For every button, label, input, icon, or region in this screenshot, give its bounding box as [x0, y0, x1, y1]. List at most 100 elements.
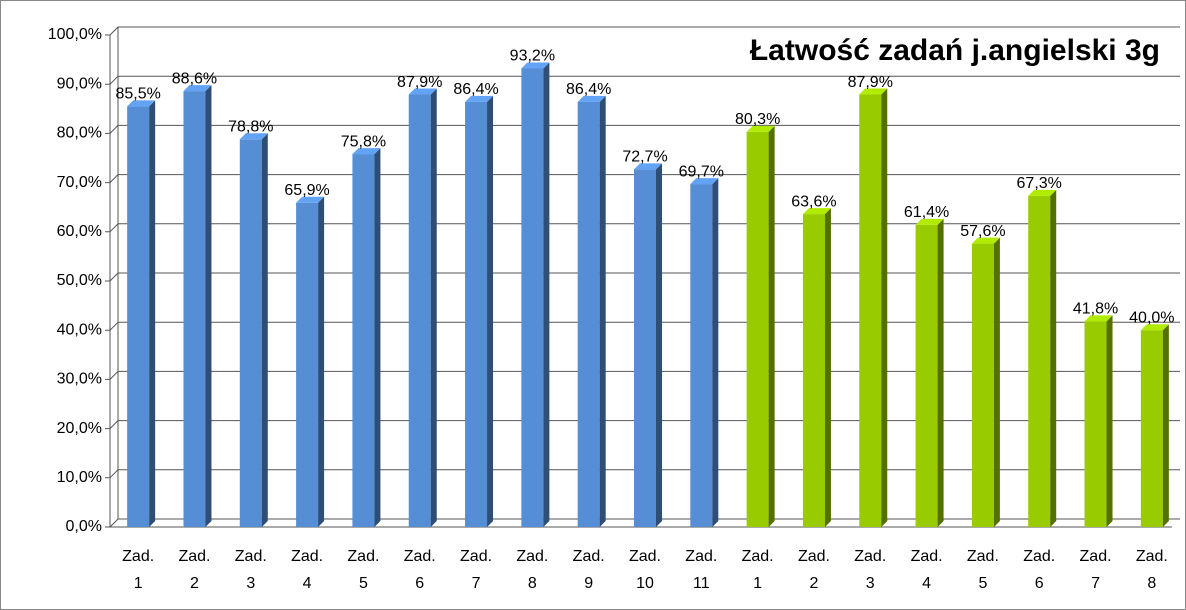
bar-top [465, 95, 494, 102]
x-tick-label: Zad. 2 [798, 548, 830, 592]
bar-side [261, 133, 268, 527]
value-label: 63,6% [791, 193, 836, 210]
bar [296, 196, 325, 527]
bar [915, 218, 944, 528]
value-label: 85,5% [115, 86, 160, 103]
bar-front [746, 131, 769, 527]
y-tick-label: 50,0% [57, 272, 102, 289]
bar [634, 163, 662, 528]
y-tick-label: 70,0% [57, 174, 102, 191]
bar-top [183, 85, 212, 92]
bar-front [859, 94, 882, 528]
bar-side [599, 95, 606, 528]
bar-top [971, 237, 1000, 244]
bar-top [577, 95, 606, 102]
bar-front [465, 101, 488, 528]
bar [690, 178, 719, 528]
value-label: 86,4% [566, 81, 611, 98]
y-tick-label: 10,0% [57, 469, 102, 486]
bar-front [352, 154, 375, 527]
chart-title: Łatwość zadań j.angielski 3g [750, 34, 1160, 67]
x-tick-label: Zad. 3 [235, 548, 267, 592]
bar-front [1028, 195, 1051, 527]
bar-front [915, 224, 938, 528]
bar [127, 100, 156, 527]
bar [239, 133, 268, 527]
bar [577, 95, 606, 528]
bar-side [824, 208, 831, 527]
bar-top [1028, 189, 1057, 196]
y-tick-label: 90,0% [57, 75, 102, 92]
bar-top [1084, 315, 1113, 322]
bar-side [1106, 315, 1113, 527]
bar-front [802, 214, 825, 527]
x-tick-label: Zad. 6 [1023, 548, 1055, 592]
bar-front [408, 94, 431, 528]
bar-side [712, 178, 719, 528]
x-tick-label: Zad. 6 [404, 548, 436, 592]
value-label: 75,8% [341, 133, 386, 150]
bar-side [487, 95, 494, 528]
bar-side [318, 196, 325, 527]
x-tick-label: Zad. 4 [911, 548, 943, 592]
bar-front [127, 106, 150, 527]
value-label: 67,3% [1017, 175, 1062, 192]
y-tick-label: 20,0% [57, 420, 102, 437]
bar-top [915, 218, 944, 225]
x-tick-label: Zad. 9 [573, 548, 605, 592]
bar-side [768, 125, 775, 527]
y-tick-label: 0,0% [66, 518, 102, 535]
x-tick-label: Zad. 8 [1136, 548, 1168, 592]
grid-line [105, 26, 1180, 36]
bar [1028, 189, 1057, 527]
x-tick-label: Zad. 7 [460, 548, 492, 592]
bar-top [634, 163, 662, 170]
value-label: 41,8% [1073, 301, 1118, 318]
x-tick-label: Zad. 1 [742, 548, 774, 592]
bar [1140, 324, 1169, 527]
bar-front [971, 243, 994, 527]
y-tick-label: 30,0% [57, 371, 102, 388]
bar-top [859, 88, 888, 95]
bar-top [127, 100, 156, 107]
value-label: 88,6% [172, 70, 217, 87]
bar-side [1162, 324, 1169, 527]
value-label: 86,4% [453, 81, 498, 98]
value-label: 87,9% [397, 74, 442, 91]
x-tick-label: Zad. 5 [347, 548, 379, 592]
bar [465, 95, 494, 528]
bar-top [296, 196, 325, 203]
bar-side [430, 88, 437, 528]
bar-top [802, 208, 831, 215]
bar-top [1140, 324, 1169, 331]
x-tick-label: Zad. 10 [629, 548, 661, 592]
bar-front [239, 139, 262, 527]
bar-front [577, 101, 600, 528]
grid-line [105, 75, 1180, 85]
bar [352, 148, 381, 527]
bar-side [374, 148, 381, 527]
x-tick-label: Zad. 8 [516, 548, 548, 592]
bar-front [634, 169, 656, 528]
bar [521, 62, 550, 528]
x-tick-label: Zad. 2 [178, 548, 210, 592]
value-label: 61,4% [904, 204, 949, 221]
bar-front [1140, 330, 1163, 527]
bar-front [183, 91, 206, 527]
bar-top [408, 88, 437, 95]
bar-side [881, 88, 888, 528]
y-tick-label: 80,0% [57, 125, 102, 142]
bar-side [543, 62, 550, 528]
bar [183, 85, 212, 527]
bar-side [149, 100, 156, 527]
bar-top [239, 133, 268, 140]
grid-line [105, 124, 1180, 134]
x-tick-label: Zad. 11 [685, 548, 717, 592]
y-tick-label: 40,0% [57, 321, 102, 338]
x-tick-label: Zad. 4 [291, 548, 323, 592]
value-label: 40,0% [1129, 309, 1174, 326]
bar-side [937, 218, 944, 528]
bar-top [521, 62, 550, 69]
bar [971, 237, 1000, 527]
